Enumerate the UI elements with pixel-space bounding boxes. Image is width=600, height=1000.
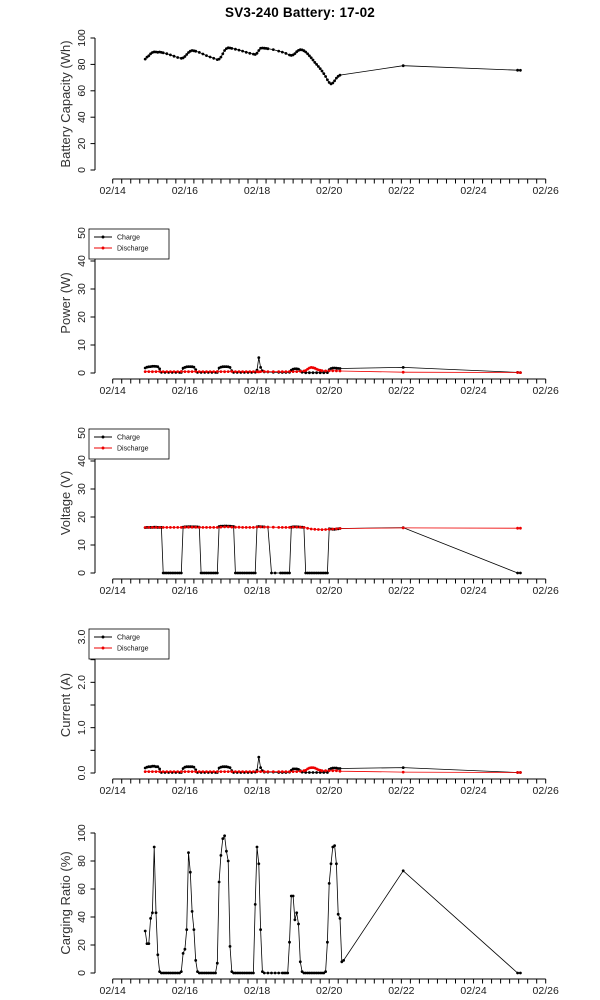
y-tick-label: 0 — [76, 970, 88, 976]
panel-carging-ratio: 02/14 02/16 02/18 02/20 02/22 02/24 02/26 0 20 40… — [58, 824, 559, 997]
x-tick-label: 02/16 — [172, 385, 198, 397]
y-axis: 0 20 40 60 80 100 — [76, 29, 96, 173]
x-tick-label: 02/16 — [172, 585, 198, 597]
y-tick-label: 40 — [76, 255, 88, 267]
y-tick-label: 2.0 — [76, 675, 88, 690]
x-axis: 02/14 02/16 02/18 02/20 02/22 02/24 02/26 — [100, 578, 559, 597]
x-tick-label: 02/22 — [388, 985, 414, 997]
x-tick-label: 02/14 — [100, 185, 126, 197]
x-tick-label: 02/14 — [100, 385, 126, 397]
y-axis: 0 10 20 30 40 50 — [76, 427, 96, 576]
y-tick-label: 3.0 — [76, 630, 88, 645]
y-tick-label: 20 — [76, 311, 88, 323]
y-axis-title: Battery Capacity (Wh) — [58, 40, 73, 167]
x-axis: 02/14 02/16 02/18 02/20 02/22 02/24 02/26 — [100, 978, 559, 997]
y-tick-label: 0 — [76, 370, 88, 376]
y-tick-label: 1.0 — [76, 720, 88, 735]
y-tick-label: 100 — [76, 29, 88, 47]
x-tick-label: 02/22 — [388, 385, 414, 397]
x-tick-label: 02/24 — [460, 785, 486, 797]
x-tick-label: 02/26 — [533, 585, 559, 597]
x-tick-label: 02/20 — [316, 785, 342, 797]
panel-current: 02/14 02/16 02/18 02/20 02/22 02/24 02/26 0.0 1.… — [58, 628, 559, 797]
series-discharge — [143, 766, 522, 774]
legend-label: Discharge — [117, 246, 149, 253]
y-tick-label: 20 — [76, 511, 88, 523]
y-tick-label: 40 — [76, 455, 88, 467]
legend: Charge Discharge — [88, 428, 170, 460]
x-tick-label: 02/24 — [460, 985, 486, 997]
x-tick-label: 02/16 — [172, 185, 198, 197]
y-tick-label: 40 — [76, 911, 88, 923]
x-tick-label: 02/20 — [316, 585, 342, 597]
y-tick-label: 100 — [76, 824, 88, 842]
x-tick-label: 02/22 — [388, 785, 414, 797]
x-tick-label: 02/24 — [460, 185, 486, 197]
y-axis: 0 20 40 60 80 100 — [76, 824, 96, 976]
x-tick-label: 02/26 — [533, 785, 559, 797]
series-ratio — [143, 834, 522, 975]
x-tick-label: 02/26 — [533, 185, 559, 197]
x-tick-label: 02/18 — [244, 785, 270, 797]
x-axis: 02/14 02/16 02/18 02/20 02/22 02/24 02/26 — [100, 378, 559, 397]
y-tick-label: 20 — [76, 138, 88, 150]
y-tick-label: 80 — [76, 855, 88, 867]
x-axis: 02/14 02/16 02/18 02/20 02/22 02/24 02/26 — [100, 178, 559, 197]
x-tick-label: 02/18 — [244, 985, 270, 997]
x-tick-label: 02/14 — [100, 785, 126, 797]
x-tick-label: 02/22 — [388, 585, 414, 597]
legend: Charge Discharge — [88, 628, 170, 660]
panel-voltage: 02/14 02/16 02/18 02/20 02/22 02/24 02/26 0 10 20… — [58, 427, 559, 597]
x-tick-label: 02/20 — [316, 185, 342, 197]
y-tick-label: 10 — [76, 539, 88, 551]
y-tick-label: 0 — [76, 167, 88, 173]
x-tick-label: 02/24 — [460, 385, 486, 397]
y-tick-label: 30 — [76, 283, 88, 295]
x-tick-label: 02/22 — [388, 185, 414, 197]
y-axis-title: Carging Ratio (%) — [58, 851, 73, 954]
x-tick-label: 02/18 — [244, 385, 270, 397]
y-tick-label: 0 — [76, 570, 88, 576]
panel-battery-capacity: 02/14 02/16 02/18 02/20 02/22 02/24 02/26 0 20 40… — [58, 29, 559, 197]
legend-label: Discharge — [117, 446, 149, 453]
x-tick-label: 02/20 — [316, 385, 342, 397]
y-tick-label: 10 — [76, 339, 88, 351]
legend-label: Charge — [117, 435, 140, 442]
y-tick-label: 80 — [76, 58, 88, 70]
x-tick-label: 02/14 — [100, 585, 126, 597]
y-tick-label: 0.0 — [76, 766, 88, 781]
y-axis-title: Current (A) — [58, 673, 73, 737]
y-tick-label: 60 — [76, 883, 88, 895]
y-tick-label: 20 — [76, 939, 88, 951]
x-tick-label: 02/16 — [172, 985, 198, 997]
y-tick-label: 30 — [76, 483, 88, 495]
x-tick-label: 02/18 — [244, 185, 270, 197]
legend-label: Charge — [117, 635, 140, 642]
y-tick-label: 50 — [76, 427, 88, 439]
y-tick-label: 60 — [76, 85, 88, 97]
x-tick-label: 02/24 — [460, 585, 486, 597]
panel-power: 02/14 02/16 02/18 02/20 02/22 02/24 02/26 0 10 20… — [58, 227, 559, 397]
series-discharge — [143, 525, 522, 531]
series-charge — [143, 524, 522, 575]
legend: Charge Discharge — [88, 228, 170, 260]
x-tick-label: 02/20 — [316, 985, 342, 997]
y-axis: 0.0 1.0 2.0 3.0 — [76, 630, 96, 781]
legend-label: Charge — [117, 235, 140, 242]
y-tick-label: 50 — [76, 227, 88, 239]
chart-title: SV3-240 Battery: 17-02 — [225, 5, 375, 20]
x-tick-label: 02/18 — [244, 585, 270, 597]
series-discharge — [143, 366, 522, 374]
x-axis: 02/14 02/16 02/18 02/20 02/22 02/24 02/26 — [100, 778, 559, 797]
legend-label: Discharge — [117, 646, 149, 653]
x-tick-label: 02/16 — [172, 785, 198, 797]
y-axis-title: Power (W) — [58, 272, 73, 333]
y-tick-label: 40 — [76, 111, 88, 123]
x-tick-label: 02/26 — [533, 985, 559, 997]
x-tick-label: 02/14 — [100, 985, 126, 997]
x-tick-label: 02/26 — [533, 385, 559, 397]
series-capacity — [143, 46, 522, 86]
y-axis-title: Voltage (V) — [58, 471, 73, 535]
